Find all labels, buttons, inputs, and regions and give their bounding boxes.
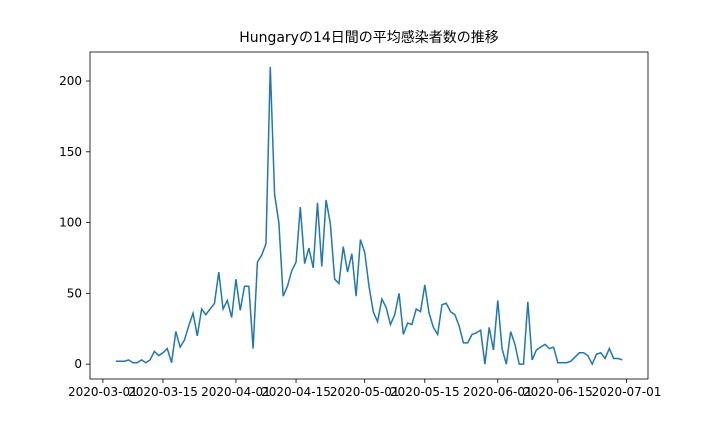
x-tick-label: 2020-03-01 [68, 385, 138, 399]
x-tick-label: 2020-05-15 [390, 385, 460, 399]
x-tick-label: 2020-05-01 [330, 385, 400, 399]
x-tick-label: 2020-04-15 [261, 385, 331, 399]
plot-frame [89, 51, 649, 380]
x-tick-label: 2020-04-01 [201, 385, 271, 399]
y-tick-label: 100 [59, 216, 82, 230]
x-tick-label: 2020-07-01 [592, 385, 662, 399]
y-tick-label: 150 [59, 145, 82, 159]
y-tick-label: 50 [67, 286, 82, 300]
y-tick-label: 0 [74, 357, 82, 371]
x-tick-label: 2020-06-01 [463, 385, 533, 399]
x-tick-label: 2020-03-15 [128, 385, 198, 399]
y-tick-label: 200 [59, 74, 82, 88]
x-tick-label: 2020-06-15 [523, 385, 593, 399]
data-line [115, 66, 623, 366]
chart-title: Hungaryの14日間の平均感染者数の推移 [239, 29, 499, 46]
